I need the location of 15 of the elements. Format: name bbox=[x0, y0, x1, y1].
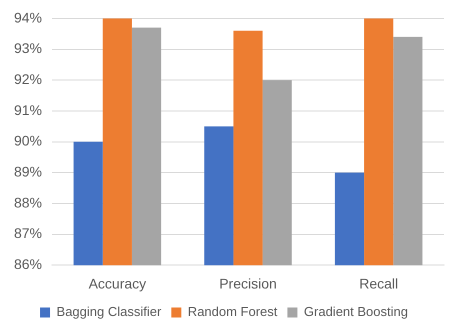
x-tick-label: Accuracy bbox=[88, 275, 146, 292]
x-tick-label: Recall bbox=[359, 275, 398, 292]
y-tick-label: 89% bbox=[14, 164, 42, 180]
x-tick-label: Precision bbox=[219, 275, 277, 292]
y-tick-label: 91% bbox=[14, 102, 42, 118]
legend-label: Bagging Classifier bbox=[56, 304, 162, 320]
y-tick-label: 92% bbox=[14, 70, 42, 87]
y-tick-label: 93% bbox=[14, 40, 42, 56]
y-tick-label: 88% bbox=[14, 194, 42, 210]
y-tick-label: 94% bbox=[14, 9, 42, 26]
y-tick-label: 86% bbox=[14, 256, 42, 272]
legend-label: Gradient Boosting bbox=[304, 304, 408, 320]
y-tick-label: 90% bbox=[14, 132, 42, 149]
legend-label: Random Forest bbox=[188, 304, 278, 320]
y-tick-label: 87% bbox=[14, 225, 42, 242]
